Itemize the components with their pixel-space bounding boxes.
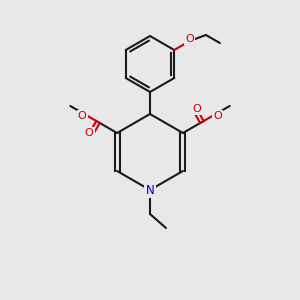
Text: O: O	[78, 111, 87, 121]
Text: N: N	[146, 184, 154, 196]
Text: O: O	[213, 111, 222, 121]
Text: O: O	[185, 34, 194, 44]
Text: O: O	[193, 104, 201, 114]
Text: O: O	[85, 128, 93, 138]
